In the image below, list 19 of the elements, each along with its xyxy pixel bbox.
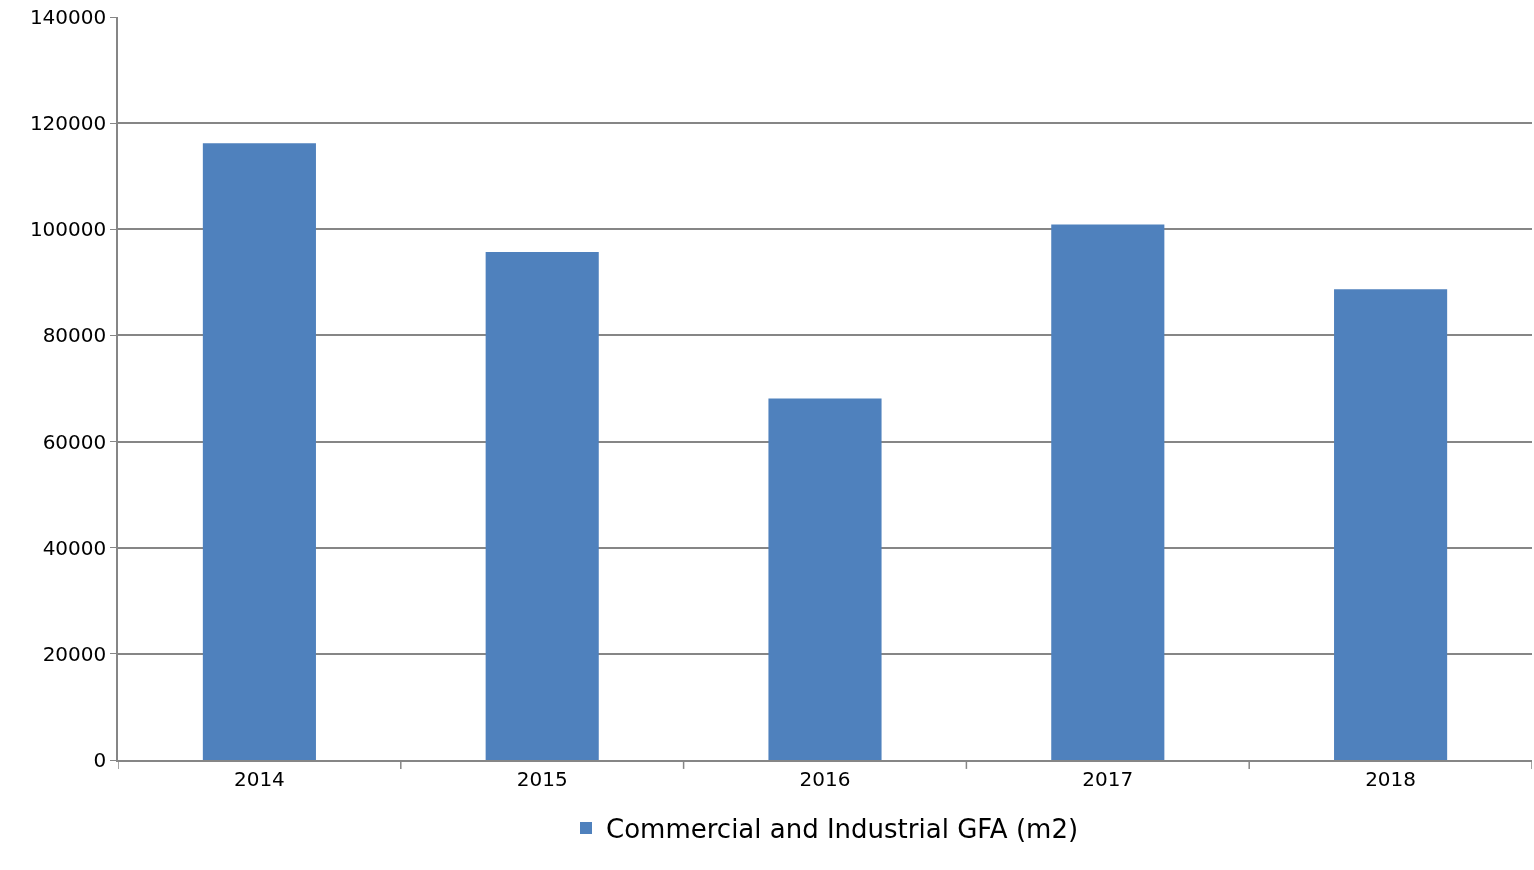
- x-tick-label: 2015: [516, 766, 568, 791]
- y-tick-label: 20000: [42, 641, 107, 666]
- y-tick-label: 100000: [29, 217, 107, 242]
- y-tick-label: 80000: [42, 323, 107, 348]
- y-tick-label: 140000: [29, 5, 107, 29]
- bar: [768, 398, 882, 760]
- y-tick-label: 0: [93, 748, 107, 772]
- x-tick-label: 2014: [233, 766, 285, 791]
- x-tick-label: 2017: [1082, 766, 1134, 791]
- x-tick-label: 2018: [1365, 766, 1417, 791]
- y-tick-label: 120000: [29, 111, 107, 136]
- bar: [1051, 224, 1165, 760]
- bar: [1334, 289, 1448, 760]
- x-tick-label: 2016: [799, 766, 851, 791]
- bar: [202, 143, 316, 760]
- bar: [485, 252, 599, 760]
- y-tick-label: 60000: [42, 429, 107, 454]
- y-tick-label: 40000: [42, 535, 107, 560]
- legend-label: Commercial and Industrial GFA (m2): [606, 814, 1079, 845]
